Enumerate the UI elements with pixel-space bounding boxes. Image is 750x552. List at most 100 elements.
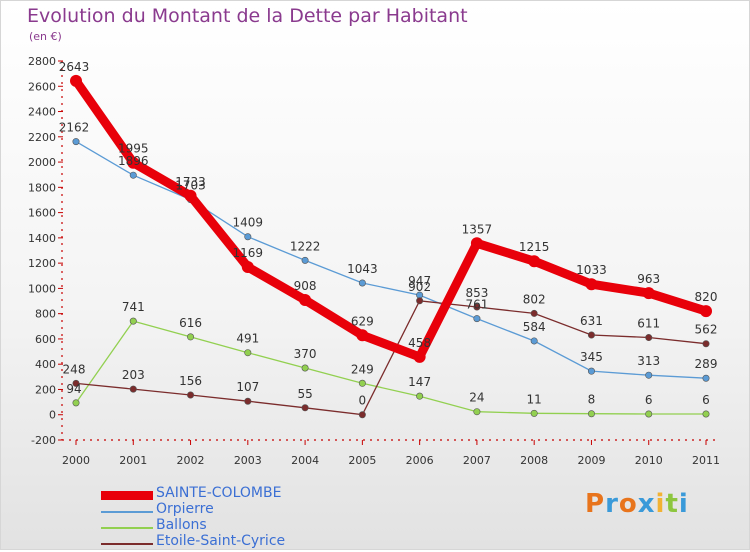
data-point-orpierre <box>72 138 80 146</box>
data-point-orpierre <box>587 367 595 375</box>
x-tick-label: 2001 <box>119 454 147 467</box>
y-tick-label: 200 <box>35 383 56 396</box>
data-label-etoile-saint-cyrice: 107 <box>236 380 259 394</box>
data-point-ballons <box>129 317 137 325</box>
data-label-orpierre: 1703 <box>175 179 206 193</box>
data-label-ballons: 11 <box>527 392 542 406</box>
data-point-ballons <box>702 410 710 418</box>
data-point-etoile-saint-cyrice <box>587 331 595 339</box>
data-label-sainte-colombe: 820 <box>695 290 718 304</box>
data-label-sainte-colombe: 1733 <box>175 175 206 189</box>
data-label-ballons: 8 <box>588 393 596 407</box>
data-point-ballons <box>645 410 653 418</box>
chart-subtitle: (en €) <box>29 30 62 43</box>
x-tick-label: 2006 <box>406 454 434 467</box>
y-tick-label: 1600 <box>28 207 56 220</box>
data-point-etoile-saint-cyrice <box>473 303 481 311</box>
data-label-orpierre: 1043 <box>347 262 378 276</box>
y-tick-label: -200 <box>31 434 56 447</box>
y-tick-label: 800 <box>35 308 56 321</box>
data-label-sainte-colombe: 908 <box>294 279 317 293</box>
data-label-sainte-colombe: 963 <box>637 272 660 286</box>
series-line-etoile-saint-cyrice <box>75 300 707 416</box>
data-point-orpierre <box>702 374 710 382</box>
logo-letter: P <box>585 489 606 519</box>
data-label-sainte-colombe: 1169 <box>233 246 264 260</box>
data-point-sainte-colombe <box>356 329 369 342</box>
data-label-orpierre: 761 <box>465 298 488 312</box>
x-tick-label: 2008 <box>520 454 548 467</box>
data-point-sainte-colombe <box>700 305 712 318</box>
data-point-ballons <box>358 379 366 387</box>
data-point-ballons <box>587 410 595 418</box>
data-point-ballons <box>301 364 309 372</box>
data-label-orpierre: 345 <box>580 350 603 364</box>
axes: -200 0 200 400 600 800 1000 1200 1400 1600 1800 200… <box>28 55 720 467</box>
series-line-ballons <box>75 320 706 415</box>
y-tick-label: 1400 <box>28 232 56 245</box>
logo-letter: o <box>618 489 638 519</box>
data-label-ballons: 94 <box>66 382 81 396</box>
data-label-etoile-saint-cyrice: 203 <box>122 368 145 382</box>
data-label-etoile-saint-cyrice: 802 <box>523 292 546 306</box>
data-point-sainte-colombe <box>299 294 312 307</box>
legend-label: SAINTE-COLOMBE <box>156 485 282 501</box>
logo-letter: t <box>665 489 679 519</box>
data-label-orpierre: 1222 <box>290 239 321 253</box>
data-point-orpierre <box>358 279 366 287</box>
x-tick-label: 2004 <box>291 454 319 467</box>
data-point-sainte-colombe <box>585 278 598 291</box>
logo-letter: x <box>637 489 656 519</box>
data-label-etoile-saint-cyrice: 55 <box>297 387 312 401</box>
data-point-etoile-saint-cyrice <box>702 340 710 348</box>
y-tick-label: 2800 <box>28 55 56 68</box>
data-point-etoile-saint-cyrice <box>129 385 137 393</box>
data-label-ballons: 24 <box>469 391 484 405</box>
data-point-sainte-colombe <box>642 287 655 300</box>
x-tick-label: 2003 <box>234 454 262 467</box>
data-point-ballons <box>416 392 424 400</box>
data-label-sainte-colombe: 629 <box>351 314 374 328</box>
data-label-orpierre: 313 <box>637 354 660 368</box>
legend-label: Etoile-Saint-Cyrice <box>156 533 286 549</box>
y-tick-label: 2000 <box>28 156 56 169</box>
data-point-etoile-saint-cyrice <box>358 411 366 419</box>
data-label-etoile-saint-cyrice: 631 <box>580 314 603 328</box>
data-point-orpierre <box>129 171 137 179</box>
x-tick-label: 2010 <box>635 454 663 467</box>
data-label-orpierre: 584 <box>523 320 546 334</box>
data-point-ballons <box>72 399 80 407</box>
data-point-sainte-colombe <box>528 255 541 268</box>
data-label-sainte-colombe: 1215 <box>519 240 550 254</box>
x-tick-label: 2000 <box>62 454 90 467</box>
x-tick-label: 2011 <box>692 454 720 467</box>
y-tick-label: 600 <box>35 333 56 346</box>
data-point-ballons <box>530 409 538 417</box>
x-tick-label: 2002 <box>177 454 205 467</box>
data-point-etoile-saint-cyrice <box>645 334 653 342</box>
y-tick-label: 2200 <box>28 131 56 144</box>
series-line-sainte-colombe <box>71 76 711 362</box>
x-tick-label: 2009 <box>577 454 605 467</box>
legend-swatch <box>101 543 153 545</box>
logo-letter: i <box>655 489 666 519</box>
legend-swatch <box>101 491 153 500</box>
data-point-ballons <box>187 333 195 341</box>
data-label-ballons: 6 <box>702 393 710 407</box>
data-label-orpierre: 1409 <box>233 216 264 230</box>
data-label-sainte-colombe: 1033 <box>576 263 607 277</box>
legend-label: Orpierre <box>156 501 214 517</box>
data-label-sainte-colombe: 458 <box>408 336 431 350</box>
data-label-sainte-colombe: 1357 <box>462 222 493 236</box>
data-label-etoile-saint-cyrice: 611 <box>637 317 660 331</box>
data-point-etoile-saint-cyrice <box>530 309 538 317</box>
data-point-orpierre <box>301 256 309 264</box>
data-point-orpierre <box>530 337 538 345</box>
data-point-etoile-saint-cyrice <box>72 379 80 387</box>
data-label-ballons: 6 <box>645 393 653 407</box>
data-point-sainte-colombe <box>184 189 197 202</box>
data-label-etoile-saint-cyrice: 156 <box>179 374 202 388</box>
data-label-ballons: 491 <box>236 332 259 346</box>
y-tick-label: 2600 <box>28 80 56 93</box>
